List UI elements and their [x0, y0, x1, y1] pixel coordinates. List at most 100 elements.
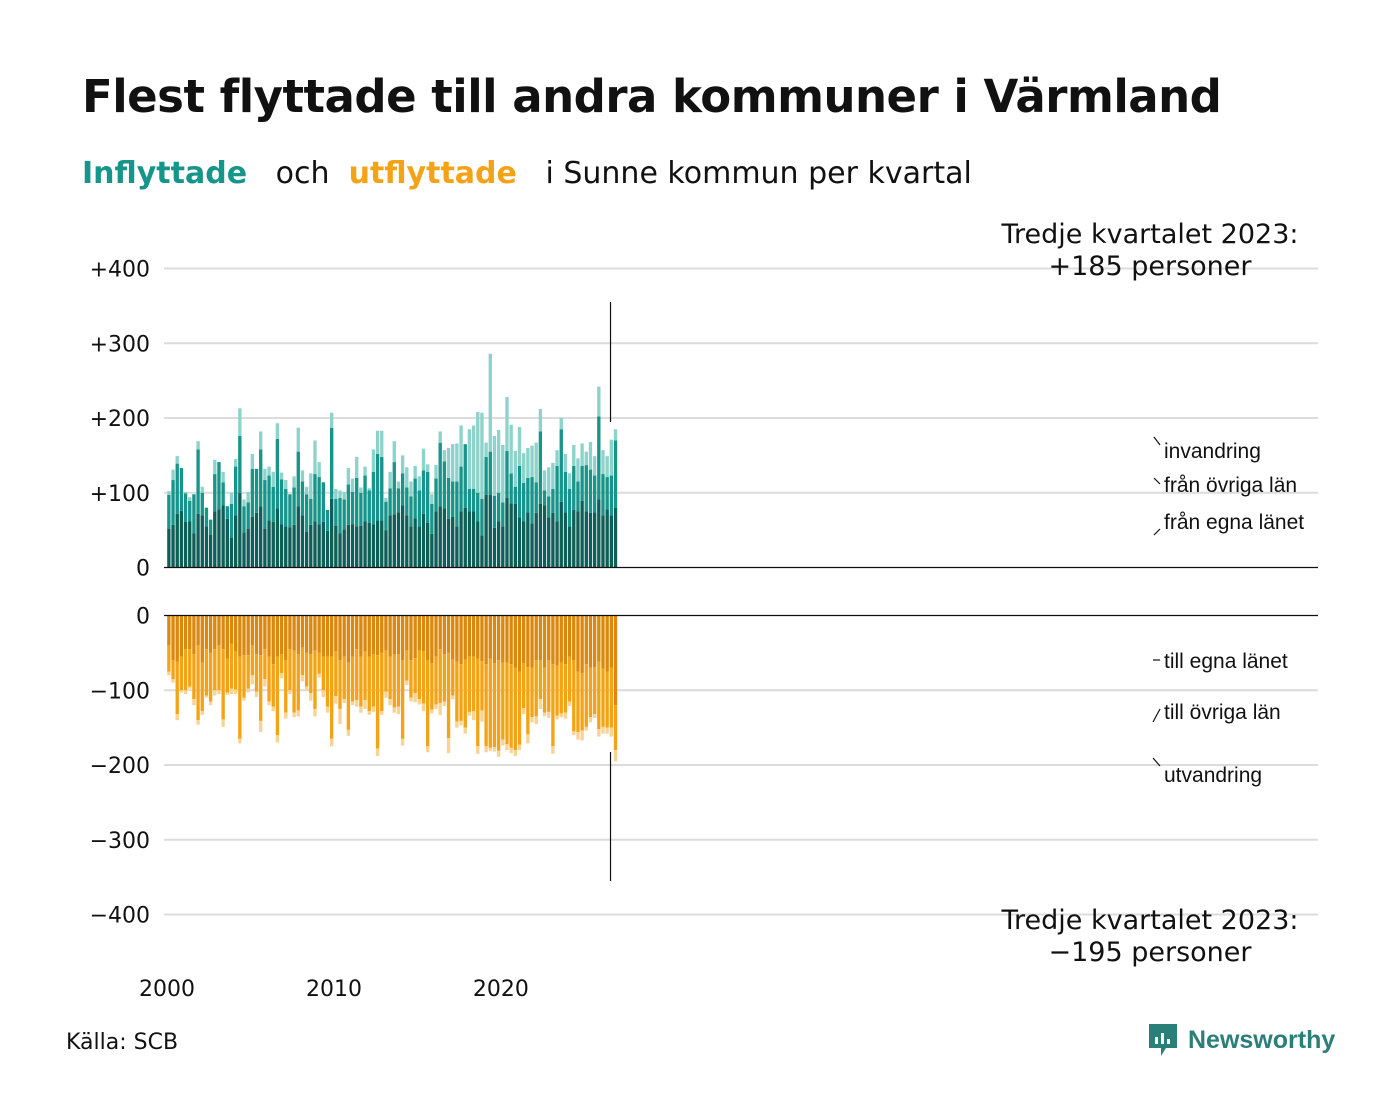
bar-in-egna-lanet: [576, 511, 580, 568]
bar-out-utvandring: [421, 703, 426, 712]
bar-in-egna-lanet: [217, 509, 221, 568]
bar-in-egna-lanet: [601, 515, 605, 568]
bar-in-ovriga-lan: [555, 465, 559, 522]
bar-in-ovriga-lan: [317, 477, 321, 525]
bar-out-ovriga-lan: [392, 654, 396, 708]
bar-in-egna-lanet: [471, 511, 476, 568]
bar-in-invandring: [267, 466, 271, 476]
bar-out-egna-lanet: [259, 615, 263, 656]
bar-in-invandring: [505, 397, 509, 451]
bar-out-ovriga-lan: [459, 664, 463, 721]
bar-out-egna-lanet: [375, 615, 380, 656]
bar-in-invandring: [446, 447, 451, 478]
bar-out-egna-lanet: [380, 615, 384, 653]
bar-in-invandring: [350, 478, 355, 493]
latest-in-label-line1: Tredje kvartalet 2023:: [1001, 219, 1299, 250]
bar-out-utvandring: [597, 729, 601, 737]
bar-in-egna-lanet: [221, 505, 225, 568]
bar-out-egna-lanet: [313, 615, 317, 651]
bar-out-ovriga-lan: [355, 649, 359, 700]
bar-out-egna-lanet: [509, 615, 513, 665]
bar-out-utvandring: [171, 679, 175, 683]
y-tick-label-out: −400: [90, 904, 150, 929]
bar-out-egna-lanet: [188, 615, 192, 650]
bar-out-utvandring: [496, 750, 501, 757]
bar-out-egna-lanet: [292, 615, 296, 651]
bar-in-egna-lanet: [375, 520, 380, 568]
bar-out-utvandring: [292, 712, 296, 718]
bar-out-utvandring: [309, 693, 313, 701]
bar-in-ovriga-lan: [175, 463, 179, 514]
legend-leader-out: [1152, 757, 1161, 767]
bar-in-ovriga-lan: [542, 490, 547, 506]
bar-in-egna-lanet: [304, 531, 309, 568]
bar-in-egna-lanet: [179, 510, 184, 568]
bar-out-ovriga-lan: [530, 667, 534, 718]
bar-in-egna-lanet: [480, 535, 484, 568]
bar-out-egna-lanet: [592, 615, 597, 668]
bar-out-egna-lanet: [613, 615, 618, 706]
bar-out-ovriga-lan: [496, 660, 501, 751]
bar-out-ovriga-lan: [275, 656, 280, 736]
bar-in-invandring: [329, 412, 334, 428]
bar-out-utvandring: [601, 726, 605, 734]
bar-in-ovriga-lan: [446, 477, 451, 519]
bar-out-ovriga-lan: [384, 650, 388, 692]
bar-out-egna-lanet: [359, 615, 363, 657]
bar-out-egna-lanet: [338, 615, 342, 661]
bar-in-egna-lanet: [350, 524, 355, 568]
bar-out-egna-lanet: [488, 615, 492, 659]
bar-in-invandring: [334, 489, 338, 499]
bar-in-egna-lanet: [430, 533, 434, 568]
bar-in-invandring: [304, 486, 309, 495]
bar-in-egna-lanet: [279, 524, 284, 568]
bar-out-utvandring: [430, 709, 434, 714]
bar-out-utvandring: [179, 690, 184, 693]
bar-in-ovriga-lan: [459, 466, 463, 512]
bar-out-utvandring: [204, 695, 209, 698]
bar-in-ovriga-lan: [334, 498, 338, 526]
bar-out-utvandring: [363, 699, 367, 709]
bar-in-ovriga-lan: [584, 465, 588, 512]
bar-out-utvandring: [530, 717, 534, 723]
bar-in-ovriga-lan: [271, 486, 275, 522]
bar-out-ovriga-lan: [200, 662, 204, 712]
bar-in-ovriga-lan: [359, 492, 363, 526]
bar-in-invandring: [484, 442, 488, 457]
bar-out-ovriga-lan: [572, 660, 576, 732]
bar-out-utvandring: [434, 704, 438, 709]
bar-out-ovriga-lan: [229, 643, 234, 689]
bar-in-egna-lanet: [609, 515, 614, 568]
bar-out-egna-lanet: [547, 615, 551, 661]
bar-out-ovriga-lan: [517, 671, 522, 745]
bar-in-egna-lanet: [492, 527, 497, 568]
bar-in-ovriga-lan: [346, 484, 351, 525]
bar-out-ovriga-lan: [267, 656, 271, 702]
bar-in-invandring: [313, 440, 317, 475]
bar-in-egna-lanet: [317, 524, 321, 568]
bar-out-ovriga-lan: [188, 649, 192, 687]
latest-in-label-line2: +185 personer: [1048, 251, 1252, 282]
bar-out-utvandring: [405, 680, 409, 686]
bar-in-invandring: [292, 476, 296, 488]
bar-out-utvandring: [313, 708, 317, 717]
bar-in-invandring: [430, 494, 434, 504]
bar-in-ovriga-lan: [576, 481, 580, 512]
bar-out-ovriga-lan: [455, 661, 459, 722]
bar-out-egna-lanet: [388, 615, 392, 657]
bar-in-egna-lanet: [355, 526, 359, 568]
bar-in-egna-lanet: [455, 526, 459, 568]
bar-in-egna-lanet: [530, 523, 534, 568]
bar-in-ovriga-lan: [221, 482, 225, 506]
bar-out-utvandring: [375, 748, 380, 757]
bar-out-utvandring: [463, 727, 467, 734]
bar-out-ovriga-lan: [342, 656, 346, 700]
bar-out-egna-lanet: [434, 615, 438, 657]
y-tick-label-out: −100: [90, 679, 150, 704]
bar-out-ovriga-lan: [597, 661, 601, 730]
bar-in-egna-lanet: [522, 521, 526, 568]
bar-in-egna-lanet: [484, 494, 488, 568]
bar-in-invandring: [346, 468, 351, 485]
bar-in-ovriga-lan: [284, 489, 288, 527]
x-tick-label: 2020: [473, 977, 529, 1002]
